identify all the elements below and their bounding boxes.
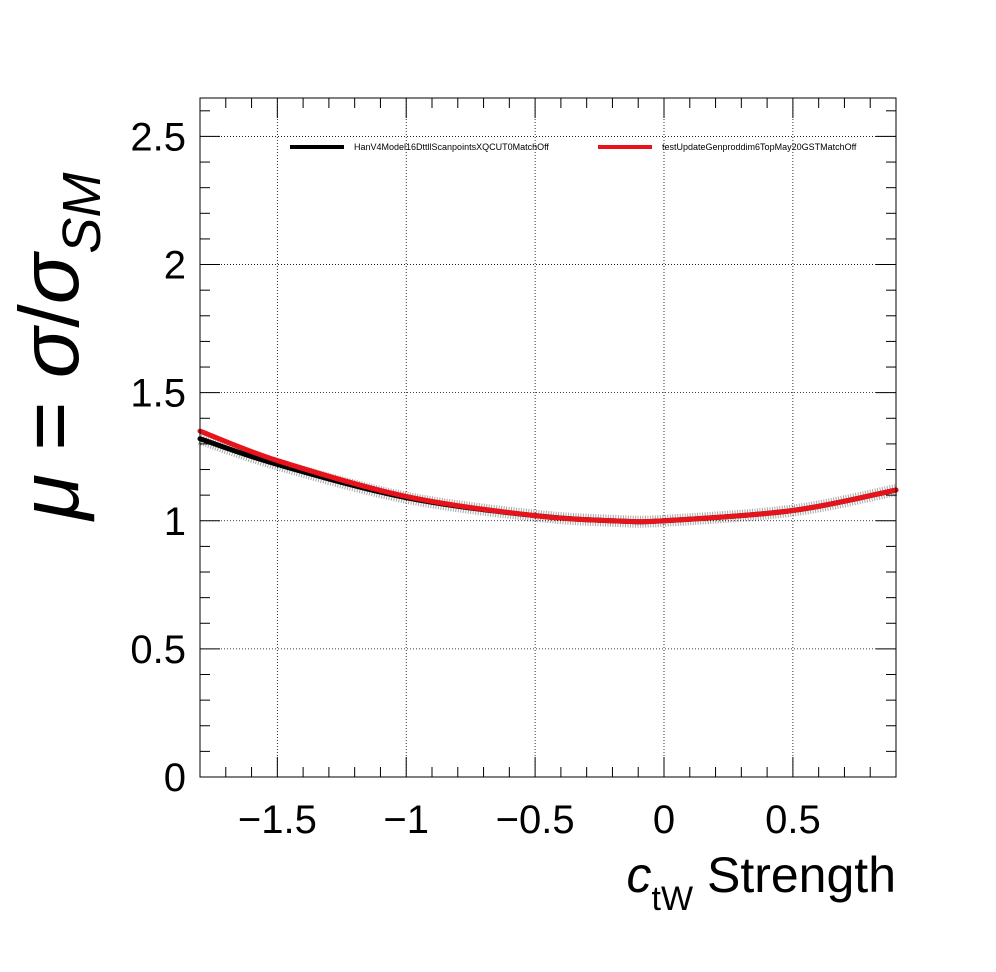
x-tick-label: −1.5 [238, 798, 317, 842]
x-tick-label: −0.5 [496, 798, 575, 842]
tick-labels: −1.5 −1 −0.5 0 0.5 0 0.5 1 1.5 2 2.5 [130, 115, 820, 842]
grid [200, 98, 896, 777]
y-axis-slash: / [2, 304, 96, 328]
x-axis-subscript: tW [652, 880, 694, 918]
x-tick-label: 0.5 [765, 798, 821, 842]
x-tick-label: −1 [383, 798, 429, 842]
plot-frame [199, 97, 897, 778]
y-tick-label: 0.5 [130, 628, 186, 672]
legend: HanV4Model16DttllScanpointsXQCUT0MatchOf… [290, 142, 857, 152]
legend-label-series-2: testUpdateGenproddim6TopMay20GSTMatchOff [662, 142, 857, 152]
y-tick-label: 2.5 [130, 115, 186, 159]
y-axis-sigma-sm: σ [2, 250, 96, 304]
y-tick-label: 2 [164, 244, 186, 288]
x-axis-title: ctW Strength [627, 847, 896, 918]
legend-label-series-1: HanV4Model16DttllScanpointsXQCUT0MatchOf… [354, 142, 549, 152]
y-tick-label: 1 [164, 500, 186, 544]
y-axis-mu: μ [2, 474, 96, 522]
y-axis-equals: = [2, 378, 96, 474]
y-axis-title: μ = σ/σSM [2, 173, 112, 522]
x-tick-label: 0 [653, 798, 675, 842]
ticks [199, 98, 897, 778]
x-axis-symbol: c [627, 847, 652, 903]
x-axis-label-rest: Strength [693, 847, 896, 903]
y-tick-label: 1.5 [130, 372, 186, 416]
series-line-2 [197, 428, 899, 525]
y-tick-label: 0 [164, 756, 186, 800]
y-axis-subscript: SM [52, 173, 112, 254]
y-axis-sigma: σ [2, 324, 96, 378]
series-group [197, 428, 899, 528]
